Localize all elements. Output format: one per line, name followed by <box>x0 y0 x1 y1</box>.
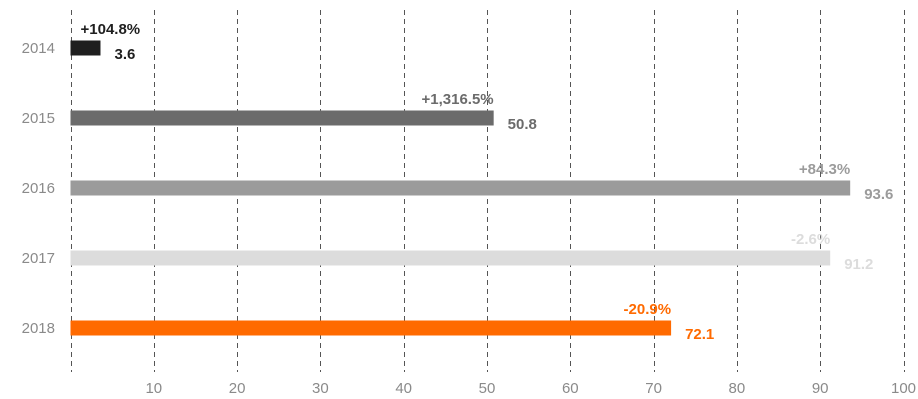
category-label: 2014 <box>22 40 55 57</box>
x-tick-label: 40 <box>395 380 412 397</box>
change-label: +104.8% <box>81 21 141 38</box>
value-label: 91.2 <box>844 256 873 273</box>
x-tick-label: 60 <box>562 380 579 397</box>
bar-2016 <box>70 180 851 196</box>
category-label: 2015 <box>22 110 55 127</box>
change-labels: +104.8% +1,316.5% +84.3% -2.6% -20.9% <box>81 21 851 318</box>
x-axis-tick-labels: 10 20 30 40 50 60 70 80 90 100 <box>145 380 916 397</box>
bar-2017 <box>70 250 831 266</box>
change-label: +1,316.5% <box>422 91 494 108</box>
x-tick-label: 30 <box>312 380 329 397</box>
bar-2014 <box>70 40 101 56</box>
bar-2018 <box>70 320 672 336</box>
change-label: +84.3% <box>799 161 850 178</box>
value-label: 93.6 <box>864 186 893 203</box>
x-tick-label: 90 <box>812 380 829 397</box>
x-tick-label: 70 <box>645 380 662 397</box>
x-tick-label: 20 <box>229 380 246 397</box>
bars <box>70 40 851 336</box>
x-tick-label: 100 <box>891 380 916 397</box>
value-label: 72.1 <box>685 326 714 343</box>
x-tick-label: 50 <box>479 380 496 397</box>
category-label: 2016 <box>22 180 55 197</box>
value-label: 3.6 <box>114 46 135 63</box>
value-label: 50.8 <box>508 116 537 133</box>
bar-2015 <box>70 110 494 126</box>
change-label: -2.6% <box>791 231 830 248</box>
value-labels: 3.6 50.8 93.6 91.2 72.1 <box>114 46 893 343</box>
category-label: 2017 <box>22 250 55 267</box>
x-tick-label: 10 <box>145 380 162 397</box>
category-labels: 2014 2015 2016 2017 2018 <box>22 40 55 337</box>
x-tick-label: 80 <box>729 380 746 397</box>
category-label: 2018 <box>22 320 55 337</box>
change-label: -20.9% <box>624 301 672 318</box>
